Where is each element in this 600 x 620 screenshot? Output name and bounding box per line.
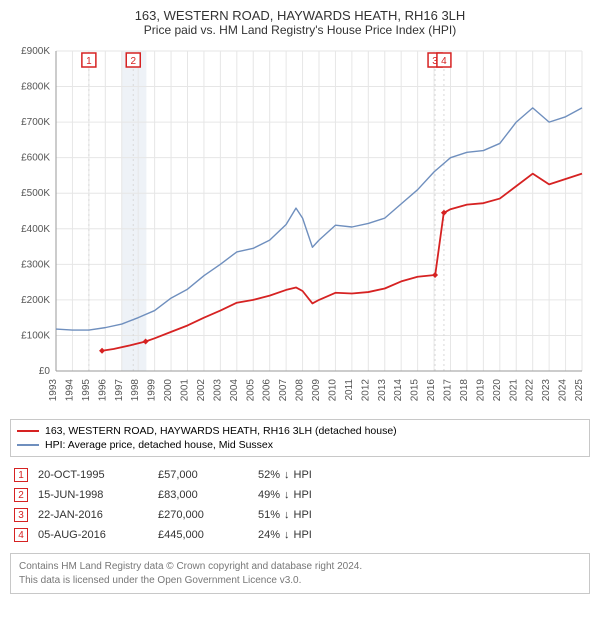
svg-text:2014: 2014 [393, 379, 404, 402]
svg-text:4: 4 [441, 56, 447, 67]
svg-text:2008: 2008 [295, 379, 306, 402]
svg-text:2020: 2020 [492, 379, 503, 402]
svg-text:2019: 2019 [475, 379, 486, 402]
event-delta-label: HPI [294, 489, 312, 501]
event-row: 4 05-AUG-2016£445,00024% ↓ HPI [10, 525, 590, 545]
chart-container: 163, WESTERN ROAD, HAYWARDS HEATH, RH16 … [0, 0, 600, 604]
svg-text:2: 2 [130, 56, 136, 67]
event-delta-label: HPI [294, 509, 312, 521]
svg-text:2010: 2010 [327, 379, 338, 402]
svg-text:1993: 1993 [48, 379, 59, 402]
svg-text:1994: 1994 [64, 379, 75, 402]
svg-text:2001: 2001 [180, 379, 191, 402]
svg-text:£300K: £300K [21, 259, 50, 270]
svg-text:£0: £0 [39, 366, 51, 377]
event-delta-pct: 49% [258, 489, 280, 501]
event-table: 1 20-OCT-1995£57,00052% ↓ HPI 2 15-JUN-1998£8… [10, 465, 590, 545]
event-delta: 52% ↓ HPI [258, 469, 312, 481]
svg-text:1999: 1999 [147, 379, 158, 402]
svg-text:2007: 2007 [278, 379, 289, 402]
event-delta: 24% ↓ HPI [258, 529, 312, 541]
event-delta: 51% ↓ HPI [258, 509, 312, 521]
event-delta-pct: 24% [258, 529, 280, 541]
legend-item: 163, WESTERN ROAD, HAYWARDS HEATH, RH16 … [17, 424, 583, 438]
svg-text:1995: 1995 [81, 379, 92, 402]
event-price: £445,000 [158, 529, 258, 541]
event-delta: 49% ↓ HPI [258, 489, 312, 501]
event-date: 15-JUN-1998 [38, 489, 158, 501]
event-row: 2 15-JUN-1998£83,00049% ↓ HPI [10, 485, 590, 505]
svg-text:£900K: £900K [21, 46, 50, 57]
attribution: Contains HM Land Registry data © Crown c… [10, 553, 590, 594]
svg-text:2015: 2015 [410, 379, 421, 402]
svg-text:£800K: £800K [21, 82, 50, 93]
arrow-down-icon: ↓ [284, 469, 290, 481]
chart-title: 163, WESTERN ROAD, HAYWARDS HEATH, RH16 … [10, 8, 590, 23]
svg-text:£500K: £500K [21, 188, 50, 199]
event-row: 3 22-JAN-2016£270,00051% ↓ HPI [10, 505, 590, 525]
svg-text:£700K: £700K [21, 117, 50, 128]
event-price: £83,000 [158, 489, 258, 501]
event-date: 20-OCT-1995 [38, 469, 158, 481]
arrow-down-icon: ↓ [284, 529, 290, 541]
legend: 163, WESTERN ROAD, HAYWARDS HEATH, RH16 … [10, 419, 590, 457]
svg-text:2013: 2013 [377, 379, 388, 402]
svg-text:2017: 2017 [443, 379, 454, 402]
chart-subtitle: Price paid vs. HM Land Registry's House … [10, 23, 590, 37]
svg-text:1: 1 [86, 56, 92, 67]
svg-text:2012: 2012 [360, 379, 371, 402]
svg-text:2003: 2003 [212, 379, 223, 402]
svg-text:2021: 2021 [508, 379, 519, 402]
legend-swatch [17, 430, 39, 432]
event-delta-label: HPI [294, 469, 312, 481]
arrow-down-icon: ↓ [284, 509, 290, 521]
svg-text:2016: 2016 [426, 379, 437, 402]
svg-text:2000: 2000 [163, 379, 174, 402]
svg-text:2024: 2024 [558, 379, 569, 402]
svg-text:2006: 2006 [262, 379, 273, 402]
event-delta-label: HPI [294, 529, 312, 541]
svg-text:1998: 1998 [130, 379, 141, 402]
arrow-down-icon: ↓ [284, 489, 290, 501]
svg-text:£100K: £100K [21, 330, 50, 341]
svg-text:2005: 2005 [245, 379, 256, 402]
legend-label: 163, WESTERN ROAD, HAYWARDS HEATH, RH16 … [45, 425, 397, 437]
event-delta-pct: 52% [258, 469, 280, 481]
attribution-line: Contains HM Land Registry data © Crown c… [19, 560, 581, 574]
event-date: 05-AUG-2016 [38, 529, 158, 541]
svg-text:2018: 2018 [459, 379, 470, 402]
event-marker: 3 [14, 508, 28, 522]
event-price: £270,000 [158, 509, 258, 521]
svg-text:£200K: £200K [21, 295, 50, 306]
legend-swatch [17, 444, 39, 446]
svg-text:£400K: £400K [21, 224, 50, 235]
svg-text:2011: 2011 [344, 379, 355, 401]
legend-item: HPI: Average price, detached house, Mid … [17, 438, 583, 452]
svg-text:1997: 1997 [114, 379, 125, 402]
svg-text:2022: 2022 [525, 379, 536, 402]
chart-plot: £0 £100K £200K £300K £400K £500K £600K £700K £80… [10, 43, 590, 413]
legend-label: HPI: Average price, detached house, Mid … [45, 439, 273, 451]
svg-text:2002: 2002 [196, 379, 207, 402]
svg-text:2009: 2009 [311, 379, 322, 402]
event-date: 22-JAN-2016 [38, 509, 158, 521]
svg-text:£600K: £600K [21, 153, 50, 164]
svg-text:2023: 2023 [541, 379, 552, 402]
event-marker: 1 [14, 468, 28, 482]
chart-svg: £0 £100K £200K £300K £400K £500K £600K £700K £80… [10, 43, 590, 413]
event-delta-pct: 51% [258, 509, 280, 521]
svg-text:2004: 2004 [229, 379, 240, 402]
event-marker: 4 [14, 528, 28, 542]
event-marker: 2 [14, 488, 28, 502]
attribution-line: This data is licensed under the Open Gov… [19, 574, 581, 588]
svg-text:2025: 2025 [574, 379, 585, 402]
event-price: £57,000 [158, 469, 258, 481]
event-row: 1 20-OCT-1995£57,00052% ↓ HPI [10, 465, 590, 485]
svg-text:1996: 1996 [97, 379, 108, 402]
